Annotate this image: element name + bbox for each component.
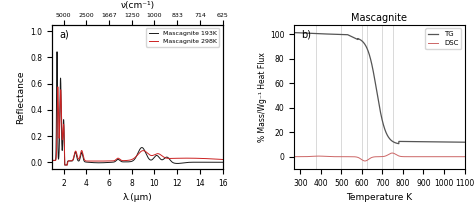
X-axis label: Temperature K: Temperature K bbox=[346, 193, 412, 202]
Mascagnite 193K bbox=[62, 164, 67, 166]
Text: a): a) bbox=[59, 29, 69, 39]
DSC bbox=[321, 155, 327, 158]
Mascagnite 193K bbox=[176, 162, 182, 165]
Title: Mascagnite: Mascagnite bbox=[351, 13, 407, 22]
Line: TG: TG bbox=[294, 33, 465, 144]
Line: DSC: DSC bbox=[294, 153, 465, 161]
Mascagnite 193K bbox=[160, 158, 166, 161]
Mascagnite 298K bbox=[176, 157, 182, 159]
TG bbox=[291, 32, 297, 34]
Mascagnite 298K bbox=[49, 159, 55, 162]
Mascagnite 298K bbox=[220, 158, 226, 161]
Line: Mascagnite 298K: Mascagnite 298K bbox=[52, 87, 223, 165]
Mascagnite 193K bbox=[49, 159, 55, 162]
Legend: Mascagnite 193K, Mascagnite 298K: Mascagnite 193K, Mascagnite 298K bbox=[146, 28, 219, 47]
DSC bbox=[362, 160, 368, 162]
TG bbox=[310, 32, 316, 35]
Mascagnite 298K bbox=[160, 155, 166, 158]
Y-axis label: % Mass/Wg⁻¹ Heat Flux: % Mass/Wg⁻¹ Heat Flux bbox=[258, 52, 267, 142]
TG bbox=[321, 33, 327, 35]
DSC bbox=[462, 156, 467, 158]
TG bbox=[364, 47, 370, 49]
TG bbox=[396, 142, 401, 145]
TG bbox=[458, 141, 464, 143]
Y-axis label: Reflectance: Reflectance bbox=[16, 70, 25, 124]
Mascagnite 193K bbox=[80, 157, 86, 159]
Legend: TG, DSC: TG, DSC bbox=[425, 28, 461, 49]
DSC bbox=[291, 156, 297, 158]
DSC bbox=[390, 152, 395, 154]
TG bbox=[462, 141, 467, 143]
Mascagnite 193K bbox=[220, 161, 226, 164]
Mascagnite 298K bbox=[80, 154, 86, 156]
Mascagnite 298K bbox=[55, 86, 61, 88]
Mascagnite 298K bbox=[190, 157, 195, 159]
Mascagnite 193K bbox=[54, 50, 60, 53]
Text: b): b) bbox=[301, 29, 311, 39]
Mascagnite 298K bbox=[115, 157, 120, 160]
TG bbox=[356, 38, 362, 41]
DSC bbox=[364, 159, 370, 162]
Line: Mascagnite 193K: Mascagnite 193K bbox=[52, 52, 223, 165]
Mascagnite 193K bbox=[152, 156, 157, 158]
Mascagnite 298K bbox=[152, 153, 157, 156]
X-axis label: ν(cm⁻¹): ν(cm⁻¹) bbox=[120, 1, 155, 10]
Mascagnite 193K bbox=[190, 161, 195, 164]
DSC bbox=[310, 155, 316, 158]
DSC bbox=[458, 156, 464, 158]
DSC bbox=[440, 156, 446, 158]
TG bbox=[440, 141, 446, 143]
X-axis label: λ.(μm): λ.(μm) bbox=[122, 193, 152, 202]
Mascagnite 298K bbox=[62, 164, 68, 166]
DSC bbox=[356, 157, 362, 159]
Mascagnite 193K bbox=[115, 158, 120, 161]
